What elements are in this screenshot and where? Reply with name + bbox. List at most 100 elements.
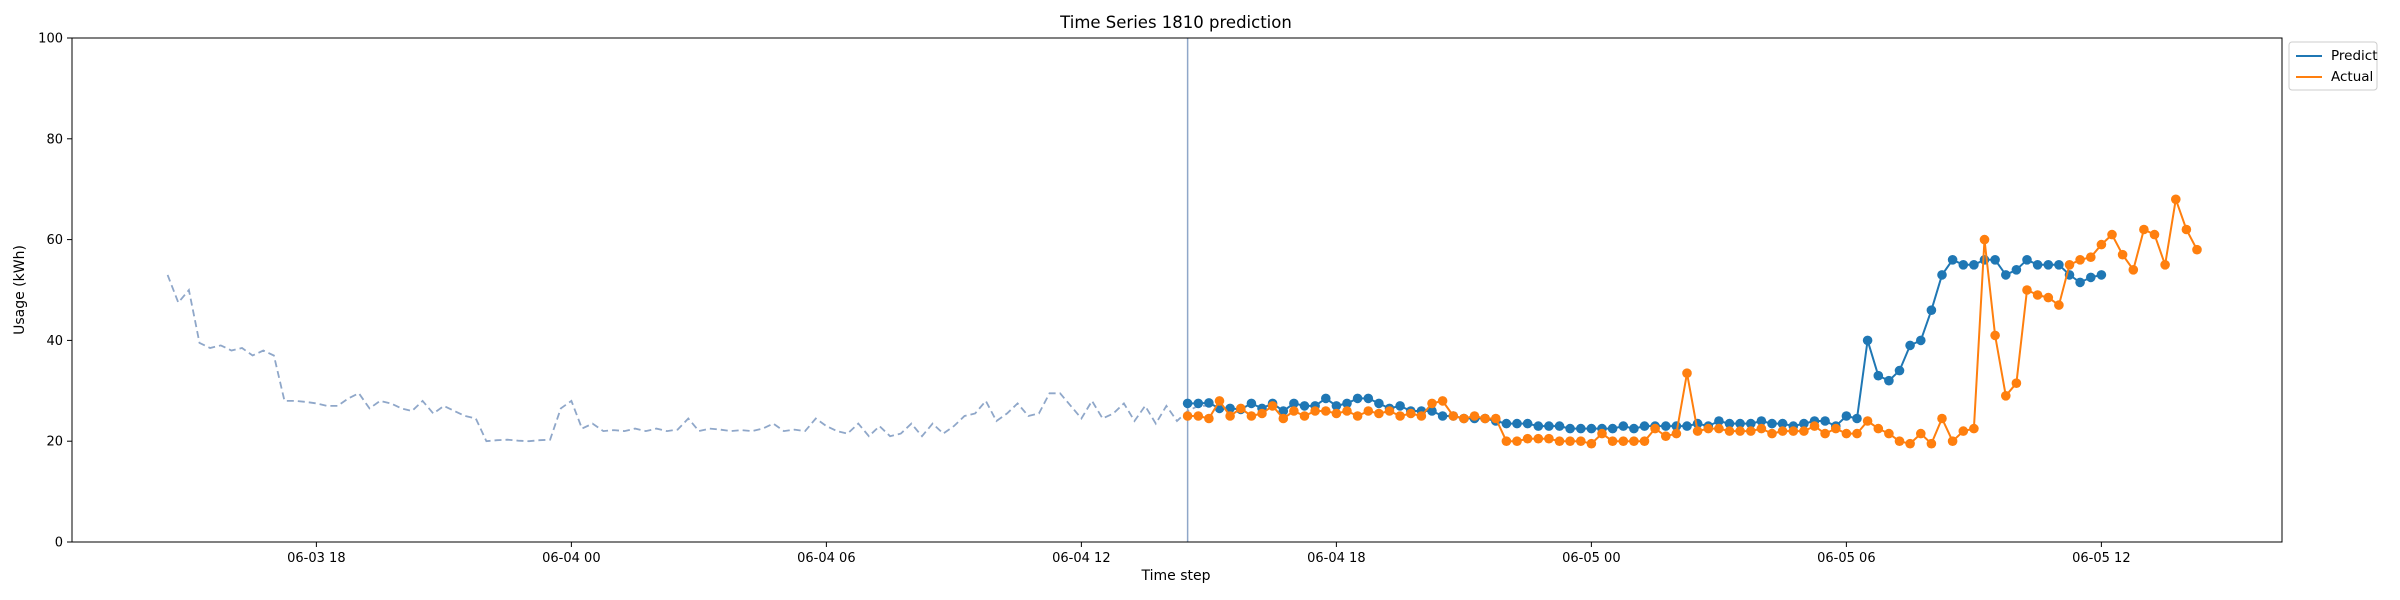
predict-point bbox=[2096, 270, 2107, 280]
predict-point bbox=[1576, 423, 1586, 434]
actual-point bbox=[1384, 406, 1395, 416]
actual-point bbox=[1225, 411, 1235, 421]
actual-point bbox=[1969, 423, 1979, 434]
predict-point bbox=[1756, 416, 1767, 426]
predict-point bbox=[1352, 393, 1363, 404]
x-tick-label: 06-05 12 bbox=[2072, 551, 2130, 566]
x-tick-label: 06-04 12 bbox=[1052, 551, 1110, 566]
actual-point bbox=[2139, 224, 2149, 235]
actual-point bbox=[1607, 436, 1618, 447]
actual-point bbox=[1480, 413, 1490, 424]
actual-point bbox=[1374, 408, 1384, 419]
predict-point bbox=[1852, 413, 1862, 424]
y-tick-label: 20 bbox=[46, 435, 63, 450]
actual-point bbox=[1257, 408, 1267, 419]
actual-point bbox=[1682, 368, 1692, 379]
predict-point bbox=[2086, 272, 2096, 283]
actual-point bbox=[1246, 411, 1257, 421]
actual-point bbox=[2032, 290, 2043, 300]
predict-point bbox=[1894, 365, 1905, 376]
actual-point bbox=[2064, 260, 2075, 270]
predict-point bbox=[1225, 403, 1235, 414]
y-tick-label: 0 bbox=[55, 536, 63, 551]
actual-point bbox=[1416, 411, 1427, 421]
predict-point bbox=[1724, 418, 1735, 429]
predict-point bbox=[1947, 254, 1958, 265]
predict-point bbox=[1714, 416, 1724, 426]
actual-point bbox=[1788, 426, 1799, 436]
predict-point bbox=[1512, 418, 1522, 429]
predict-point bbox=[1204, 398, 1214, 408]
actual-point bbox=[1565, 436, 1575, 447]
actual-point bbox=[1576, 436, 1586, 447]
legend-label-actual: Actual bbox=[2331, 69, 2373, 85]
y-tick-label: 60 bbox=[46, 233, 63, 248]
actual-point bbox=[1406, 408, 1416, 419]
predict-point bbox=[1841, 411, 1852, 421]
predict-point bbox=[1522, 418, 1533, 429]
y-tick-label: 40 bbox=[46, 334, 63, 349]
actual-point bbox=[1278, 413, 1289, 424]
predict-point bbox=[2043, 260, 2054, 270]
legend: Predict Actual bbox=[2288, 41, 2378, 91]
actual-point bbox=[1884, 428, 1894, 439]
actual-point bbox=[1777, 426, 1788, 436]
x-axis-label: Time step bbox=[1141, 568, 1211, 584]
actual-point bbox=[1512, 436, 1522, 447]
predict-point bbox=[1533, 421, 1544, 431]
actual-point bbox=[1554, 436, 1565, 447]
actual-point bbox=[1193, 411, 1204, 421]
actual-point bbox=[1310, 406, 1320, 416]
predict-point bbox=[1395, 401, 1405, 411]
predict-point bbox=[1374, 398, 1384, 409]
predict-point bbox=[1501, 418, 1512, 429]
actual-point bbox=[1321, 406, 1331, 416]
actual-point bbox=[2192, 244, 2202, 255]
predict-point bbox=[1661, 421, 1671, 431]
predict-point bbox=[1331, 401, 1342, 411]
predict-point bbox=[1884, 375, 1894, 386]
actual-point bbox=[1363, 406, 1374, 416]
actual-point bbox=[1894, 436, 1905, 447]
actual-point bbox=[1204, 413, 1214, 424]
predict-point bbox=[1767, 418, 1777, 429]
actual-point bbox=[2128, 265, 2139, 275]
x-axis: 06-03 18 06-04 00 06-04 06 06-04 12 06-04 18… bbox=[287, 542, 2131, 566]
predict-point bbox=[1916, 335, 1926, 346]
actual-point bbox=[1597, 428, 1607, 439]
actual-point bbox=[1841, 428, 1852, 439]
predict-point bbox=[1544, 421, 1554, 431]
predict-point bbox=[1799, 418, 1809, 429]
actual-point bbox=[1469, 411, 1480, 421]
actual-point bbox=[2117, 249, 2128, 260]
predict-point bbox=[1682, 421, 1692, 431]
actual-point bbox=[1990, 330, 2000, 341]
y-tick-label: 80 bbox=[46, 132, 63, 147]
plot-frame bbox=[71, 37, 2283, 543]
actual-point bbox=[2160, 260, 2170, 270]
actual-point bbox=[1182, 411, 1193, 421]
actual-point bbox=[1916, 428, 1926, 439]
predict-point bbox=[1990, 254, 2000, 265]
predict-point bbox=[1746, 418, 1756, 429]
actual-point bbox=[1831, 423, 1841, 434]
predict-point bbox=[1820, 416, 1830, 426]
actual-point bbox=[1650, 423, 1660, 434]
actual-point bbox=[1639, 436, 1650, 447]
predict-point bbox=[1958, 260, 1969, 270]
predict-point bbox=[1618, 421, 1629, 431]
actual-point bbox=[2054, 300, 2064, 310]
actual-point bbox=[1299, 411, 1310, 421]
actual-point bbox=[1735, 426, 1745, 436]
predict-point bbox=[1629, 423, 1639, 434]
predict-point bbox=[2075, 277, 2085, 288]
actual-point bbox=[1427, 398, 1437, 409]
actual-point bbox=[1671, 428, 1682, 439]
predict-point bbox=[2032, 260, 2043, 270]
actual-point bbox=[1342, 406, 1352, 416]
actual-point bbox=[1746, 426, 1756, 436]
actual-point bbox=[2022, 285, 2032, 295]
predict-point bbox=[1299, 401, 1310, 411]
actual-point bbox=[1236, 403, 1246, 414]
